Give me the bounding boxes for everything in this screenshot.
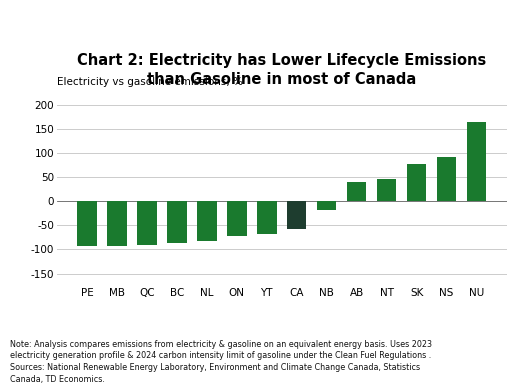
Bar <box>78 201 97 246</box>
Bar <box>257 201 277 234</box>
Bar <box>377 179 397 201</box>
Bar <box>197 201 217 241</box>
Bar <box>107 201 127 246</box>
Text: Electricity vs gasoline emissions, %: Electricity vs gasoline emissions, % <box>57 77 243 87</box>
Bar <box>437 157 457 201</box>
Text: Note: Analysis compares emissions from electricity & gasoline on an equivalent e: Note: Analysis compares emissions from e… <box>10 340 432 384</box>
Bar <box>347 182 367 201</box>
Bar <box>287 201 307 229</box>
Bar <box>137 201 157 245</box>
Bar <box>227 201 247 236</box>
Title: Chart 2: Electricity has Lower Lifecycle Emissions
than Gasoline in most of Cana: Chart 2: Electricity has Lower Lifecycle… <box>77 52 486 87</box>
Bar <box>167 201 187 243</box>
Bar <box>467 122 486 201</box>
Bar <box>317 201 337 210</box>
Bar <box>407 164 427 201</box>
